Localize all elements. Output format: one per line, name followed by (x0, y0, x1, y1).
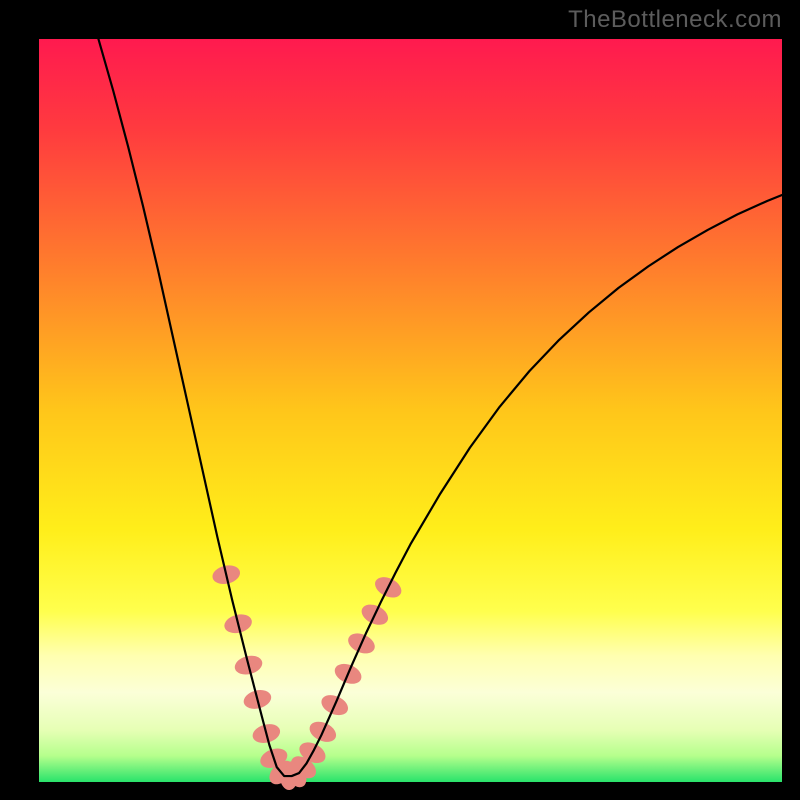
chart-frame: TheBottleneck.com (0, 0, 800, 800)
bottleneck-curve (98, 39, 782, 776)
chart-svg (0, 0, 800, 800)
bead-group (211, 563, 405, 791)
watermark-text: TheBottleneck.com (568, 6, 782, 34)
